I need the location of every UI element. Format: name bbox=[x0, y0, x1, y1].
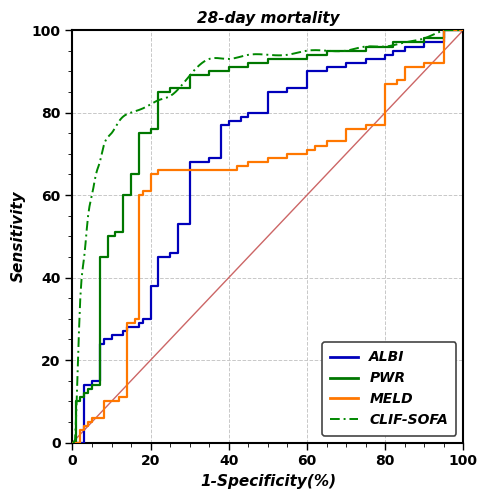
Y-axis label: Sensitivity: Sensitivity bbox=[11, 190, 26, 282]
Legend: ALBI, PWR, MELD, CLIF-SOFA: ALBI, PWR, MELD, CLIF-SOFA bbox=[322, 342, 455, 436]
X-axis label: 1-Specificity(%): 1-Specificity(%) bbox=[200, 474, 335, 489]
Title: 28-day mortality: 28-day mortality bbox=[196, 11, 339, 26]
